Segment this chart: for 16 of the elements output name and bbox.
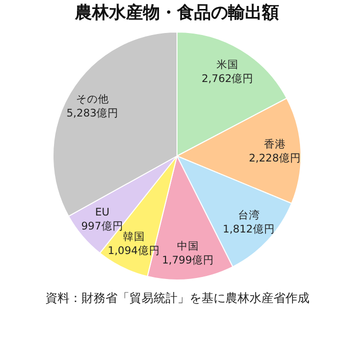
data-label: 1,799億円: [162, 253, 214, 266]
data-label: 997億円: [81, 219, 124, 232]
slice-label: 香港: [264, 137, 286, 150]
slice-label: 米国: [216, 58, 239, 72]
data-label: 2,762億円: [202, 72, 254, 86]
data-label: 5,283億円: [66, 106, 119, 120]
data-label: 1,094億円: [108, 244, 160, 257]
chart-title: 農林水産物・食品の輸出額: [74, 3, 279, 23]
text: 資料：財務省「貿易統計」を基に農林水産省作成: [44, 290, 310, 307]
slice-label: 台湾: [238, 208, 260, 222]
data-label: 2,228億円: [248, 151, 301, 164]
slice-label: EU: [95, 206, 110, 218]
slice-label: 中国: [177, 239, 199, 252]
slice-label: その他: [76, 93, 110, 106]
slice-label: 韓国: [122, 230, 145, 243]
data-label: 1,812億円: [222, 222, 275, 236]
